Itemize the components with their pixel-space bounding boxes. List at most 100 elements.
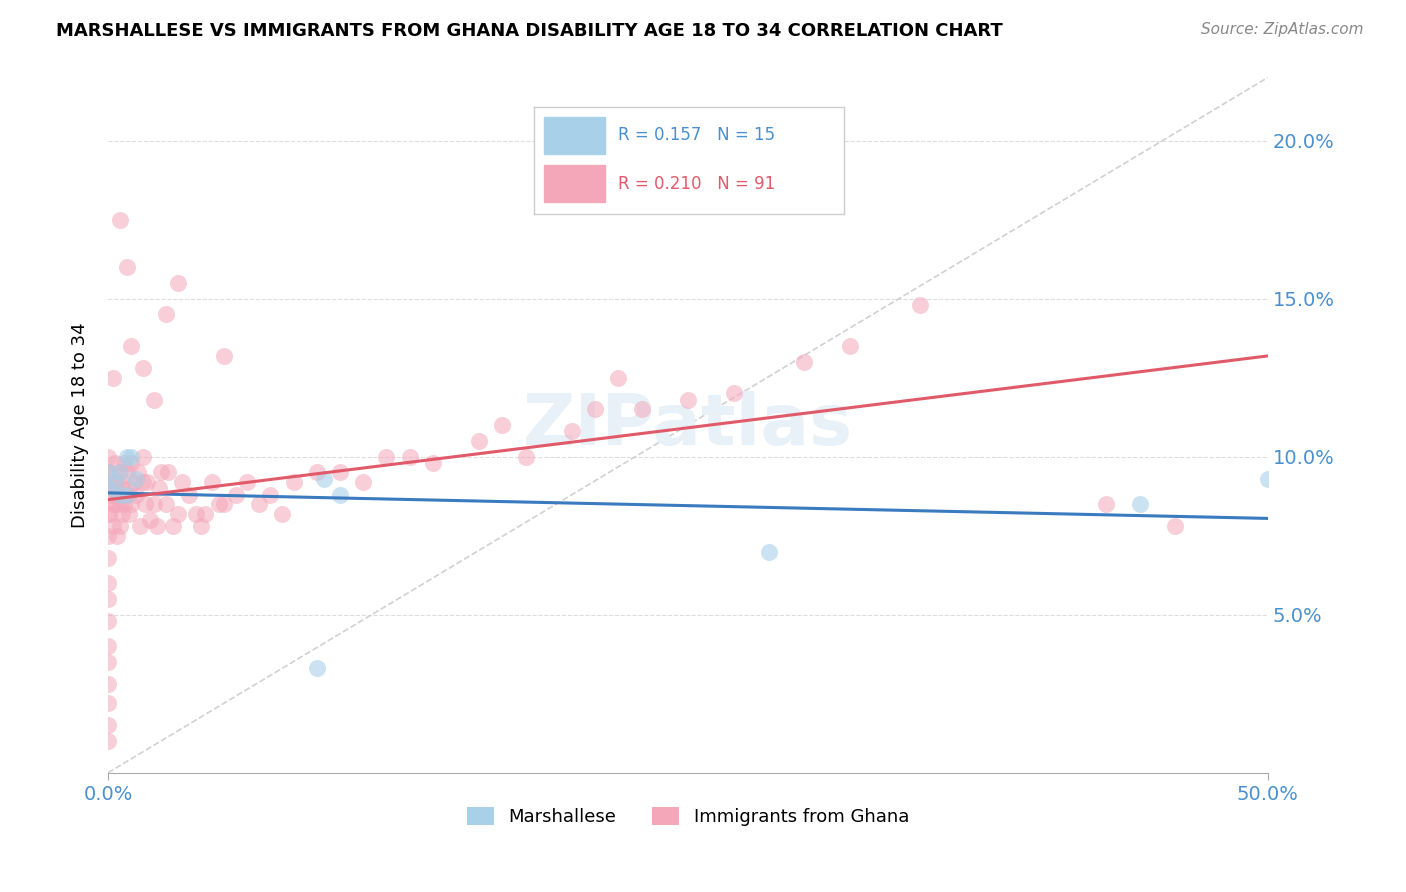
FancyBboxPatch shape bbox=[544, 165, 606, 202]
Point bbox=[97, 466, 120, 480]
Point bbox=[112, 456, 135, 470]
Point bbox=[98, 466, 121, 480]
Point bbox=[97, 550, 120, 565]
Point bbox=[723, 386, 745, 401]
Point bbox=[115, 450, 138, 464]
Point bbox=[104, 475, 127, 489]
Point bbox=[97, 466, 120, 480]
Point bbox=[157, 466, 180, 480]
Point bbox=[108, 212, 131, 227]
Point bbox=[97, 529, 120, 543]
Point bbox=[236, 475, 259, 489]
Point bbox=[97, 591, 120, 606]
Point bbox=[208, 497, 231, 511]
Point bbox=[97, 655, 120, 669]
Point bbox=[758, 544, 780, 558]
Point bbox=[120, 450, 142, 464]
Point bbox=[139, 513, 162, 527]
Point bbox=[129, 519, 152, 533]
Y-axis label: Disability Age 18 to 34: Disability Age 18 to 34 bbox=[72, 322, 89, 528]
Point bbox=[908, 298, 931, 312]
Point bbox=[491, 418, 513, 433]
Point bbox=[375, 450, 398, 464]
Point bbox=[839, 339, 862, 353]
Point bbox=[97, 481, 120, 495]
Point bbox=[97, 696, 120, 710]
Point bbox=[97, 734, 120, 748]
Point bbox=[111, 481, 134, 495]
Point bbox=[97, 640, 120, 654]
Point bbox=[112, 497, 135, 511]
Point bbox=[98, 507, 121, 521]
Point bbox=[98, 488, 121, 502]
Point bbox=[125, 488, 148, 502]
Point bbox=[398, 450, 420, 464]
Point bbox=[561, 425, 583, 439]
Point bbox=[259, 488, 281, 502]
Point bbox=[155, 497, 177, 511]
Point bbox=[190, 519, 212, 533]
Point bbox=[312, 472, 335, 486]
Point bbox=[132, 450, 155, 464]
Point bbox=[1257, 472, 1279, 486]
Point bbox=[166, 507, 188, 521]
Point bbox=[172, 475, 194, 489]
Point bbox=[101, 497, 124, 511]
Point bbox=[225, 488, 247, 502]
Point bbox=[143, 497, 166, 511]
Point bbox=[329, 466, 352, 480]
Point bbox=[468, 434, 491, 448]
Point bbox=[101, 481, 124, 495]
Point bbox=[201, 475, 224, 489]
Point bbox=[108, 519, 131, 533]
Point bbox=[150, 466, 173, 480]
Text: R = 0.210   N = 91: R = 0.210 N = 91 bbox=[617, 175, 775, 193]
Point bbox=[283, 475, 305, 489]
Point bbox=[212, 497, 235, 511]
Point bbox=[108, 466, 131, 480]
Point bbox=[108, 488, 131, 502]
Point bbox=[515, 450, 537, 464]
Point bbox=[194, 507, 217, 521]
Point bbox=[1129, 497, 1152, 511]
Point bbox=[1094, 497, 1116, 511]
Point bbox=[105, 488, 128, 502]
Point bbox=[115, 466, 138, 480]
Point bbox=[120, 456, 142, 470]
Point bbox=[630, 402, 652, 417]
Point bbox=[329, 488, 352, 502]
Point bbox=[148, 481, 170, 495]
Point bbox=[97, 718, 120, 732]
Point bbox=[115, 260, 138, 274]
Text: R = 0.157   N = 15: R = 0.157 N = 15 bbox=[617, 126, 775, 144]
Point bbox=[127, 466, 149, 480]
Text: Source: ZipAtlas.com: Source: ZipAtlas.com bbox=[1201, 22, 1364, 37]
Point bbox=[793, 355, 815, 369]
Legend: Marshallese, Immigrants from Ghana: Marshallese, Immigrants from Ghana bbox=[460, 799, 917, 833]
Point bbox=[132, 361, 155, 376]
Point bbox=[143, 392, 166, 407]
Point bbox=[179, 488, 201, 502]
Point bbox=[120, 497, 142, 511]
Point bbox=[115, 488, 138, 502]
Point bbox=[136, 475, 159, 489]
Point bbox=[352, 475, 374, 489]
Point bbox=[118, 507, 141, 521]
Point bbox=[247, 497, 270, 511]
Point bbox=[104, 475, 127, 489]
Point bbox=[676, 392, 699, 407]
Point bbox=[155, 308, 177, 322]
Point bbox=[104, 456, 127, 470]
Point bbox=[97, 450, 120, 464]
Point bbox=[108, 466, 131, 480]
FancyBboxPatch shape bbox=[544, 117, 606, 154]
Point bbox=[101, 370, 124, 384]
Point bbox=[97, 614, 120, 628]
Point bbox=[145, 519, 167, 533]
Point bbox=[120, 339, 142, 353]
Point bbox=[607, 370, 630, 384]
Point bbox=[108, 497, 131, 511]
Point bbox=[111, 507, 134, 521]
Point bbox=[162, 519, 184, 533]
Point bbox=[134, 497, 156, 511]
